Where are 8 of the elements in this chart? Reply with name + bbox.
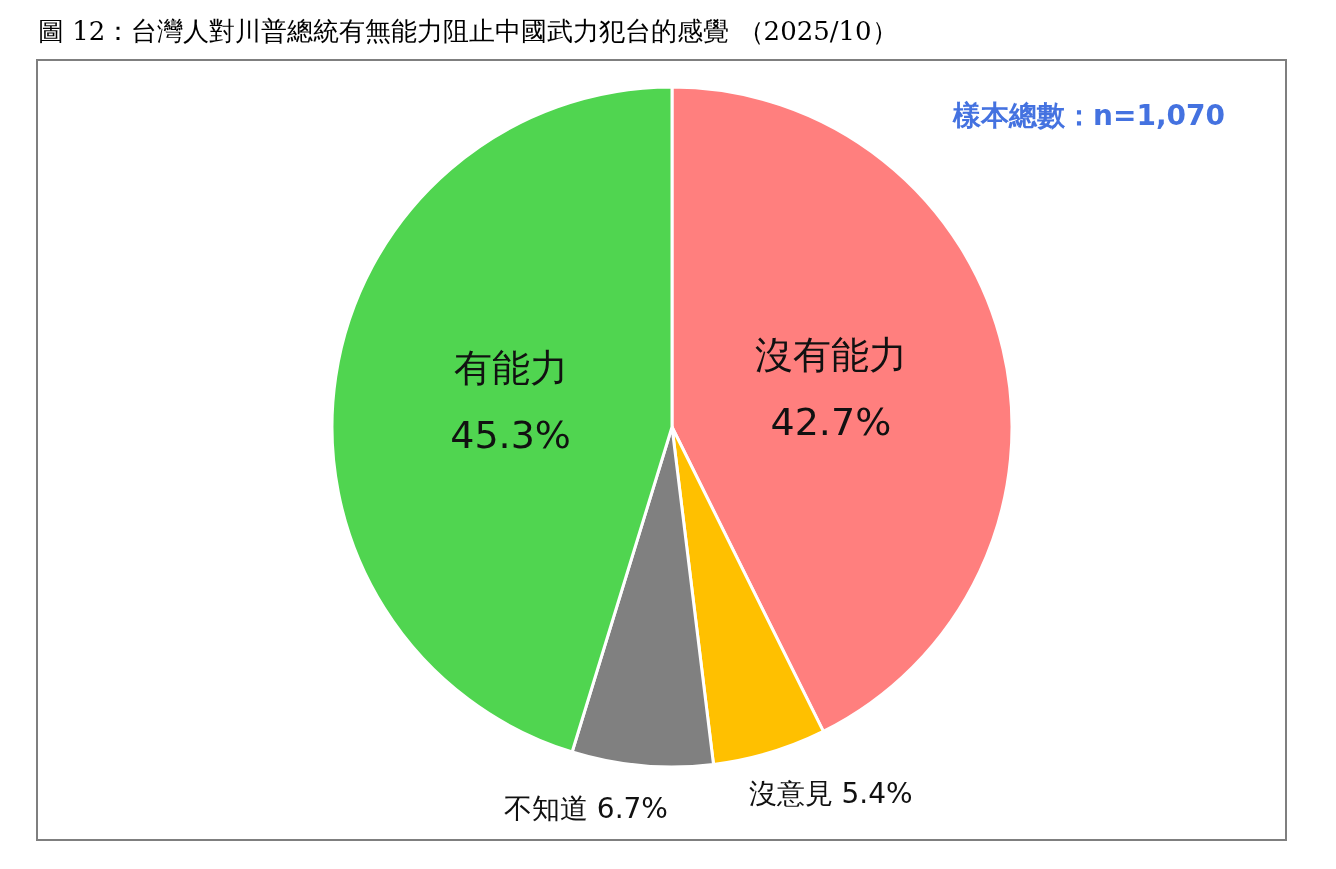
text: 樣本總數：n=1,070	[952, 99, 1225, 132]
data-label: 42.7%	[770, 399, 892, 444]
slice-label: 沒意見 5.4%	[748, 777, 913, 811]
data-label: 45.3%	[450, 412, 571, 457]
chart-title: 圖 12：台灣人對川普總統有無能力阻止中國武力犯台的感覺 （2025/10）	[38, 16, 898, 46]
slice-label: 有能力	[453, 345, 568, 390]
slice-label: 沒有能力	[754, 332, 907, 377]
slice-label: 不知道 6.7%	[503, 792, 668, 826]
